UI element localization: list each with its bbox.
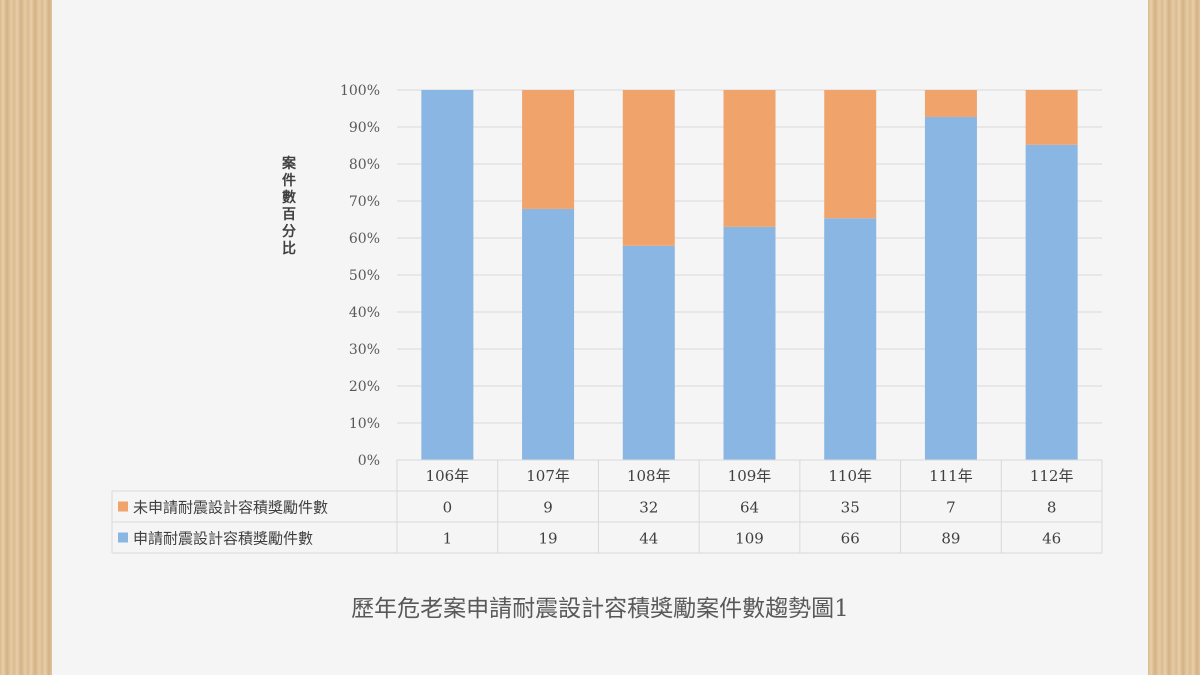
data-label: 32 (639, 499, 658, 517)
x-tick-label: 110年 (828, 467, 872, 485)
data-table: 106年 107年 108年 109年 110年 111年 112年未申請耐震設計容積獎勵件… (111, 459, 1103, 554)
data-label: 46 (1042, 530, 1061, 548)
data-label: 35 (841, 499, 860, 517)
y-tick-label: 70% (349, 194, 380, 210)
y-axis-label: 案件數百分比 (281, 155, 297, 257)
bar-segment-not-applied (522, 90, 575, 209)
wood-frame-left (0, 0, 52, 675)
data-label: 64 (740, 499, 759, 517)
bar-segment-not-applied (924, 90, 977, 117)
data-label: 1 (443, 530, 453, 548)
y-tick-label: 60% (349, 231, 380, 247)
legend-label: 未申請耐震設計容積獎勵件數 (133, 499, 328, 517)
y-tick-label: 90% (349, 120, 380, 136)
bars (421, 90, 1078, 461)
legend-label: 申請耐震設計容積獎勵件數 (133, 530, 313, 548)
data-label: 19 (539, 530, 558, 548)
x-tick-label: 107年 (526, 467, 570, 485)
data-label: 8 (1047, 499, 1057, 517)
data-label: 89 (941, 530, 960, 548)
bar-segment-applied (824, 218, 877, 460)
data-label: 66 (841, 530, 860, 548)
data-label: 44 (639, 530, 658, 548)
wood-frame-right (1148, 0, 1200, 675)
x-tick-label: 111年 (929, 467, 973, 485)
data-label: 7 (946, 499, 956, 517)
y-tick-label: 100% (340, 83, 380, 99)
y-tick-label: 10% (349, 416, 380, 432)
bar-segment-not-applied (622, 90, 675, 246)
y-tick-label: 80% (349, 157, 380, 173)
bar-segment-not-applied (723, 90, 776, 227)
bar-segment-applied (1025, 144, 1078, 460)
bar-segment-not-applied (824, 90, 877, 219)
legend-swatch (118, 532, 128, 543)
y-axis-ticks: 0% 10% 20% 30% 40% 50% 60% 70% 80% 90% 100% (340, 83, 380, 469)
bar-segment-applied (421, 90, 474, 460)
bar-segment-not-applied (1025, 90, 1078, 145)
x-tick-label: 109年 (728, 467, 772, 485)
x-tick-label: 106年 (426, 467, 470, 485)
y-tick-label: 50% (349, 268, 380, 284)
data-label: 9 (543, 499, 553, 517)
bar-segment-applied (622, 245, 675, 460)
y-tick-label: 20% (349, 379, 380, 395)
x-tick-label: 112年 (1030, 467, 1074, 485)
bar-segment-applied (924, 116, 977, 461)
chart-title: 歷年危老案申請耐震設計容積獎勵案件數趨勢圖1 (351, 596, 849, 622)
bar-segment-applied (723, 226, 776, 460)
data-label: 0 (443, 499, 453, 517)
y-tick-label: 40% (349, 305, 380, 321)
bar-segment-applied (522, 208, 575, 460)
data-label: 109 (735, 530, 764, 548)
x-tick-label: 108年 (627, 467, 671, 485)
legend-swatch (118, 501, 128, 512)
y-tick-label: 30% (349, 342, 380, 358)
y-tick-label: 0% (358, 453, 380, 469)
